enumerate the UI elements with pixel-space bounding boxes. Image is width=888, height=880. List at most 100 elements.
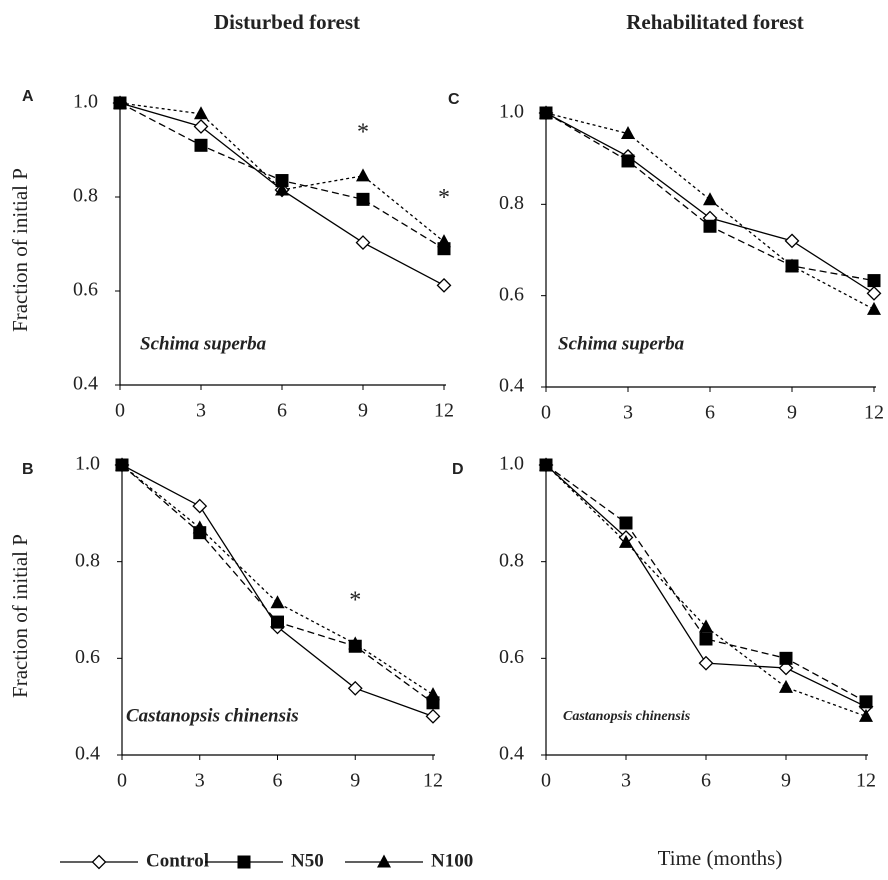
y-tick-label: 0.4: [75, 743, 100, 765]
data-point: [347, 680, 363, 696]
x-tick-label: 6: [273, 770, 283, 792]
data-point: [619, 534, 633, 548]
species-label: Schima superba: [140, 333, 267, 354]
data-point: [270, 595, 285, 609]
x-tick-label: 3: [621, 770, 631, 792]
y-tick-label: 1.0: [75, 453, 100, 475]
x-tick-label: 9: [350, 770, 360, 792]
legend-marker: [91, 854, 107, 870]
y-axis-title: Fraction of initial P: [8, 168, 32, 332]
data-point: [356, 168, 370, 182]
x-tick-label: 6: [277, 400, 287, 422]
series-line: [119, 102, 445, 243]
legend-label: N100: [431, 850, 473, 871]
data-point: [193, 119, 209, 134]
data-point: [621, 154, 635, 168]
species-label: Castanopsis chinensis: [563, 709, 691, 724]
legend-marker: [237, 855, 251, 869]
significance-mark: *: [438, 185, 450, 211]
data-point: [866, 285, 882, 301]
x-tick-label: 6: [701, 770, 711, 792]
series-line: [121, 464, 434, 717]
data-point: [703, 219, 717, 233]
legend-label: N50: [291, 850, 324, 871]
data-point: [436, 277, 452, 293]
panel-letter: D: [452, 461, 464, 478]
data-point: [539, 457, 553, 471]
series-line: [121, 464, 434, 704]
data-point: [699, 632, 713, 646]
y-tick-label: 1.0: [499, 453, 524, 475]
data-point: [355, 235, 371, 251]
data-point: [348, 636, 363, 650]
data-point: [275, 182, 289, 196]
x-tick-label: 6: [705, 402, 715, 424]
series-line: [545, 464, 867, 703]
legend-label: Control: [146, 850, 209, 871]
data-point: [779, 651, 793, 665]
y-tick-label: 0.8: [499, 549, 524, 571]
x-tick-label: 12: [864, 402, 884, 424]
x-tick-label: 0: [541, 770, 551, 792]
panel-letter: C: [448, 91, 460, 108]
y-tick-label: 1.0: [73, 91, 98, 113]
x-axis-title: Time (months): [658, 846, 783, 870]
data-point: [192, 520, 207, 534]
data-point: [426, 687, 440, 701]
y-tick-label: 0.4: [73, 373, 98, 395]
data-point: [859, 708, 873, 722]
data-point: [437, 234, 451, 248]
y-tick-label: 0.6: [499, 646, 524, 668]
data-point: [194, 138, 208, 152]
panel-letter: B: [22, 461, 34, 478]
series-line: [545, 112, 875, 310]
y-axis-title: Fraction of initial P: [8, 534, 32, 698]
significance-mark: *: [357, 119, 369, 145]
significance-mark: *: [349, 587, 361, 613]
y-tick-label: 0.8: [499, 192, 524, 214]
data-point: [113, 95, 127, 109]
data-point: [192, 498, 208, 514]
y-tick-label: 0.6: [75, 646, 100, 668]
series-line: [121, 464, 434, 696]
x-tick-label: 3: [195, 770, 205, 792]
data-point: [275, 174, 289, 188]
x-tick-label: 9: [787, 402, 797, 424]
data-point: [698, 655, 714, 671]
y-tick-label: 0.4: [499, 375, 524, 397]
data-point: [784, 233, 800, 249]
data-point: [699, 619, 713, 633]
x-tick-label: 12: [856, 770, 876, 792]
data-point: [621, 126, 635, 140]
y-tick-label: 0.4: [499, 743, 524, 765]
data-point: [425, 708, 441, 724]
y-tick-label: 0.8: [73, 185, 98, 207]
series-line: [545, 464, 867, 717]
data-point: [785, 258, 799, 272]
data-point: [703, 192, 717, 206]
x-tick-label: 3: [623, 402, 633, 424]
species-label: Schima superba: [558, 333, 685, 354]
species-label: Castanopsis chinensis: [126, 705, 299, 726]
x-tick-label: 12: [434, 400, 454, 422]
data-point: [115, 457, 129, 471]
data-point: [779, 679, 793, 693]
data-point: [539, 105, 553, 119]
y-tick-label: 1.0: [499, 101, 524, 123]
x-tick-label: 0: [541, 402, 551, 424]
data-point: [867, 301, 881, 315]
x-tick-label: 9: [781, 770, 791, 792]
data-point: [194, 106, 208, 120]
x-tick-label: 12: [423, 770, 443, 792]
x-tick-label: 0: [117, 770, 127, 792]
data-point: [271, 615, 284, 629]
legend-marker: [377, 854, 391, 868]
column-title: Rehabilitated forest: [626, 10, 804, 34]
x-tick-label: 9: [358, 400, 368, 422]
y-tick-label: 0.6: [73, 279, 98, 301]
data-point: [867, 274, 881, 288]
x-tick-label: 3: [196, 400, 206, 422]
data-point: [619, 516, 633, 530]
y-tick-label: 0.8: [75, 549, 100, 571]
